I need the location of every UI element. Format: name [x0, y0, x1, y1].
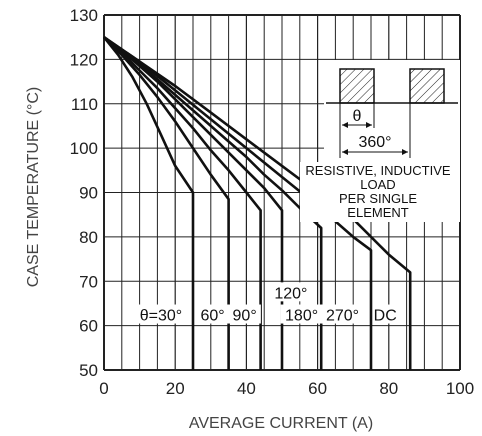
y-tick-label: 130: [70, 6, 98, 25]
y-tick-label: 100: [70, 139, 98, 158]
curve-label-background: [269, 282, 312, 302]
load-note: RESISTIVE, INDUCTIVE LOAD PER SINGLE ELE…: [300, 162, 460, 222]
series-line: [103, 36, 230, 370]
x-tick-label: 60: [308, 379, 327, 398]
curve-label: 180°: [285, 308, 318, 325]
x-tick-label: 20: [166, 379, 185, 398]
pulse-block: [409, 68, 445, 104]
curve-label-background: [228, 304, 261, 324]
series-line: [103, 36, 412, 370]
series-line: [102, 36, 195, 370]
x-tick-label: 40: [237, 379, 256, 398]
note-line: LOAD: [360, 177, 395, 192]
curve-label: 60°: [200, 308, 224, 325]
arrow-head: [402, 149, 408, 155]
note-background: [300, 162, 460, 222]
note-line: RESISTIVE, INDUCTIVE: [305, 163, 451, 178]
x-axis-label: AVERAGE CURRENT (A): [189, 415, 373, 432]
curve-label: DC: [374, 308, 397, 325]
y-tick-label: 90: [79, 184, 98, 203]
y-axis-label: CASE TEMPERATURE (°C): [25, 87, 42, 288]
arrow-head: [366, 122, 372, 128]
y-tick-label: 50: [79, 361, 98, 380]
y-tick-label: 120: [70, 50, 98, 69]
curve-label: 90°: [233, 308, 257, 325]
arrow-head: [342, 149, 348, 155]
x-tick-label: 0: [99, 379, 108, 398]
curve-label-background: [321, 304, 364, 324]
curve-label-background: [135, 304, 187, 324]
y-tick-label: 60: [79, 317, 98, 336]
pulse-block: [339, 68, 375, 104]
series-line: [103, 36, 284, 370]
curve-label: 120°: [274, 285, 307, 302]
y-tick-label: 80: [79, 228, 98, 247]
waveform-inset: θ 360°: [324, 60, 460, 162]
note-line: PER SINGLE: [339, 191, 417, 206]
theta-label: θ: [353, 108, 362, 125]
curves: [102, 36, 412, 370]
ticks: 0 20 40 60 80 100 50 60 70 80 90 100 110 120 130: [70, 6, 475, 398]
note-line: ELEMENT: [347, 205, 408, 220]
curve-label-background: [373, 304, 397, 324]
x-tick-label: 100: [446, 379, 474, 398]
series-line: [103, 36, 373, 370]
curve-label: 270°: [326, 308, 359, 325]
period-label: 360°: [358, 134, 391, 151]
series-line: [103, 36, 262, 370]
x-tick-label: 80: [379, 379, 398, 398]
y-tick-label: 110: [71, 95, 98, 114]
curve-label-background: [196, 304, 229, 324]
curve-label-background: [280, 304, 323, 324]
curve-label: θ=30°: [140, 308, 182, 325]
y-tick-label: 70: [79, 272, 98, 291]
series-line: [103, 36, 323, 370]
curve-labels: θ=30° 60° 90° 120° 180° 270° DC: [135, 282, 397, 325]
arrow-head: [342, 122, 348, 128]
